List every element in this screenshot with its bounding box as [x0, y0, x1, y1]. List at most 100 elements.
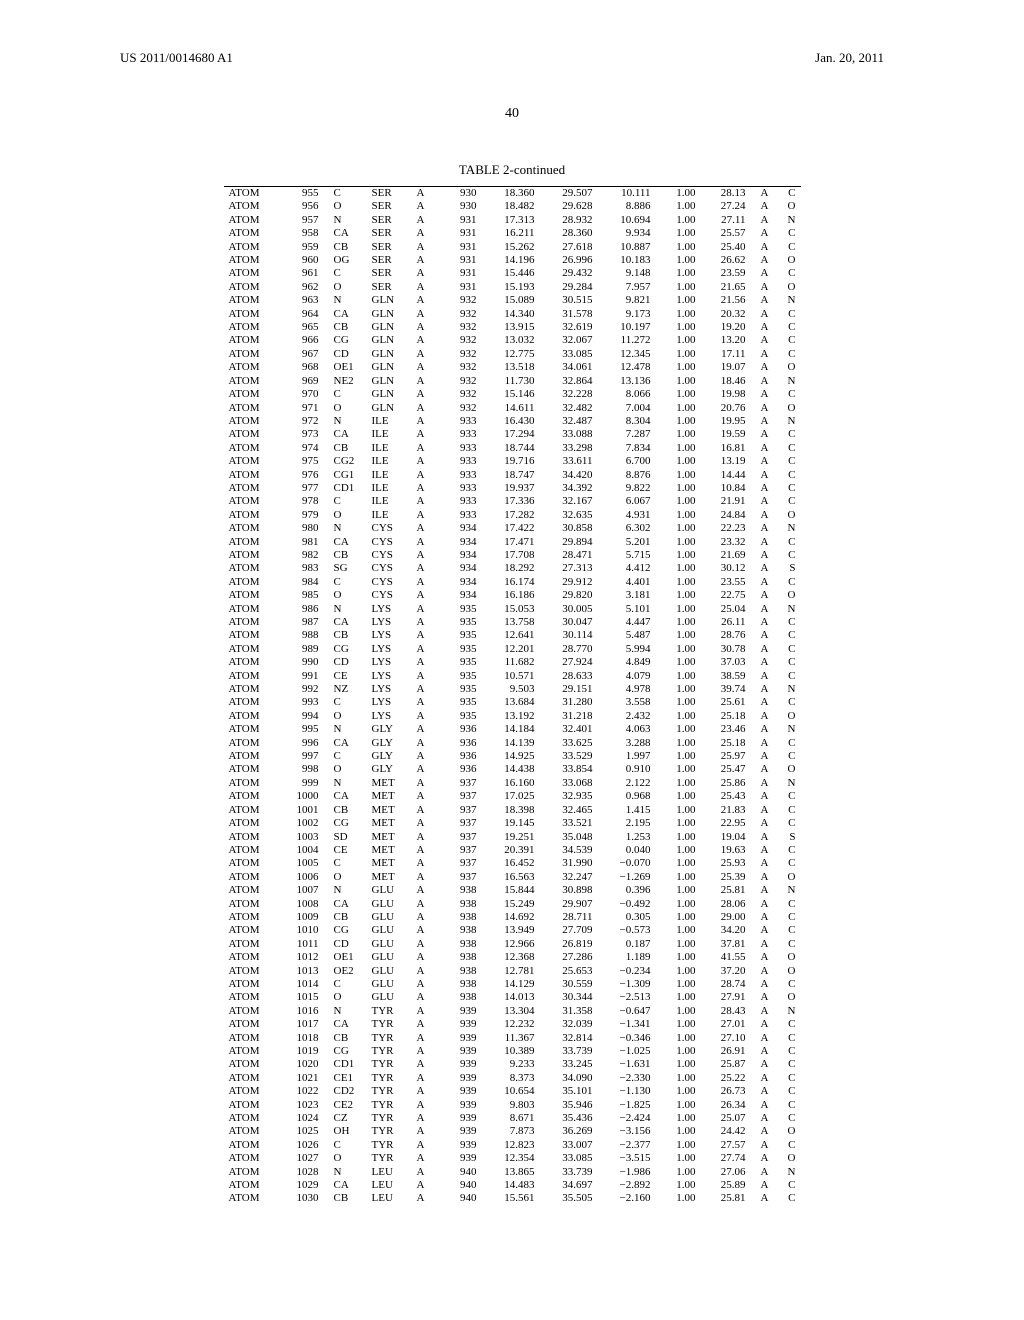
table-cell: 8.876 — [598, 469, 656, 482]
table-cell: 26.73 — [701, 1085, 751, 1098]
table-cell: 938 — [437, 965, 482, 978]
table-cell: 12.823 — [482, 1139, 540, 1152]
table-cell: 1.00 — [656, 696, 701, 709]
table-cell: A — [751, 576, 776, 589]
table-row: ATOM968OE1GLNA93213.51834.06112.4781.001… — [224, 361, 801, 374]
table-cell: 1.00 — [656, 267, 701, 280]
table-row: ATOM998OGLYA93614.43833.8540.9101.0025.4… — [224, 763, 801, 776]
table-cell: 5.201 — [598, 536, 656, 549]
table-cell: A — [751, 750, 776, 763]
table-row: ATOM974CBILEA93318.74433.2987.8341.0016.… — [224, 442, 801, 455]
table-cell: SD — [329, 831, 367, 844]
table-cell: 4.931 — [598, 509, 656, 522]
table-cell: O — [776, 254, 801, 267]
table-cell: 937 — [437, 777, 482, 790]
table-cell: 14.013 — [482, 991, 540, 1004]
table-cell: 16.160 — [482, 777, 540, 790]
table-cell: 1.00 — [656, 1032, 701, 1045]
table-cell: O — [329, 281, 367, 294]
table-cell: 23.32 — [701, 536, 751, 549]
table-cell: 10.887 — [598, 241, 656, 254]
table-cell: 27.924 — [540, 656, 598, 669]
table-cell: 1.00 — [656, 790, 701, 803]
table-cell: ATOM — [224, 576, 284, 589]
table-cell: A — [751, 616, 776, 629]
table-row: ATOM1009CBGLUA93814.69228.7110.3051.0029… — [224, 911, 801, 924]
table-cell: GLY — [367, 750, 412, 763]
table-row: ATOM979OILEA93317.28232.6354.9311.0024.8… — [224, 509, 801, 522]
table-cell: GLY — [367, 737, 412, 750]
table-cell: 18.744 — [482, 442, 540, 455]
table-cell: 1.00 — [656, 187, 701, 200]
table-cell: A — [751, 804, 776, 817]
table-cell: C — [776, 227, 801, 240]
table-cell: A — [751, 388, 776, 401]
table-row: ATOM966CGGLNA93213.03232.06711.2721.0013… — [224, 334, 801, 347]
table-cell: 939 — [437, 1018, 482, 1031]
table-cell: A — [412, 629, 437, 642]
table-cell: 1.00 — [656, 334, 701, 347]
table-cell: CD — [329, 938, 367, 951]
table-cell: A — [751, 844, 776, 857]
table-cell: C — [776, 267, 801, 280]
table-cell: ATOM — [224, 1139, 284, 1152]
table-cell: 25.07 — [701, 1112, 751, 1125]
table-cell: TYR — [367, 1125, 412, 1138]
table-row: ATOM1021CE1TYRA9398.37334.090−2.3301.002… — [224, 1072, 801, 1085]
table-row: ATOM1007NGLUA93815.84430.8980.3961.0025.… — [224, 884, 801, 897]
table-cell: 1.00 — [656, 469, 701, 482]
table-cell: 966 — [284, 334, 329, 347]
table-row: ATOM962OSERA93115.19329.2847.9571.0021.6… — [224, 281, 801, 294]
table-cell: CA — [329, 428, 367, 441]
table-cell: 28.770 — [540, 643, 598, 656]
table-cell: 1.00 — [656, 603, 701, 616]
table-cell: 1.00 — [656, 616, 701, 629]
table-cell: 1006 — [284, 871, 329, 884]
table-cell: 21.65 — [701, 281, 751, 294]
table-cell: 935 — [437, 603, 482, 616]
table-cell: 932 — [437, 334, 482, 347]
table-cell: ATOM — [224, 469, 284, 482]
table-cell: CB — [329, 442, 367, 455]
table-cell: 33.068 — [540, 777, 598, 790]
table-cell: CB — [329, 321, 367, 334]
table-cell: ATOM — [224, 629, 284, 642]
table-cell: ATOM — [224, 402, 284, 415]
table-cell: A — [412, 683, 437, 696]
table-cell: 931 — [437, 267, 482, 280]
table-cell: 29.912 — [540, 576, 598, 589]
table-cell: 14.483 — [482, 1179, 540, 1192]
table-cell: A — [412, 187, 437, 200]
table-cell: 0.187 — [598, 938, 656, 951]
table-cell: ATOM — [224, 710, 284, 723]
table-cell: 13.684 — [482, 696, 540, 709]
table-cell: CYS — [367, 562, 412, 575]
table-cell: ATOM — [224, 428, 284, 441]
table-cell: 13.304 — [482, 1005, 540, 1018]
table-cell: 939 — [437, 1112, 482, 1125]
table-cell: 938 — [437, 938, 482, 951]
table-cell: 9.503 — [482, 683, 540, 696]
table-row: ATOM963NGLNA93215.08930.5159.8211.0021.5… — [224, 294, 801, 307]
table-cell: A — [751, 1112, 776, 1125]
table-cell: 1.00 — [656, 1166, 701, 1179]
table-cell: 1.00 — [656, 428, 701, 441]
table-cell: 4.401 — [598, 576, 656, 589]
table-cell: −0.070 — [598, 857, 656, 870]
table-cell: A — [412, 737, 437, 750]
table-cell: A — [412, 428, 437, 441]
table-cell: 30.898 — [540, 884, 598, 897]
table-cell: A — [751, 710, 776, 723]
table-cell: A — [751, 375, 776, 388]
table-cell: A — [412, 227, 437, 240]
table-cell: GLN — [367, 334, 412, 347]
table-cell: 13.032 — [482, 334, 540, 347]
table-cell: A — [412, 334, 437, 347]
table-cell: 1.00 — [656, 817, 701, 830]
table-cell: 1.00 — [656, 562, 701, 575]
table-cell: C — [776, 844, 801, 857]
table-cell: 937 — [437, 817, 482, 830]
table-cell: 27.618 — [540, 241, 598, 254]
table-cell: 24.42 — [701, 1125, 751, 1138]
table-cell: A — [412, 763, 437, 776]
